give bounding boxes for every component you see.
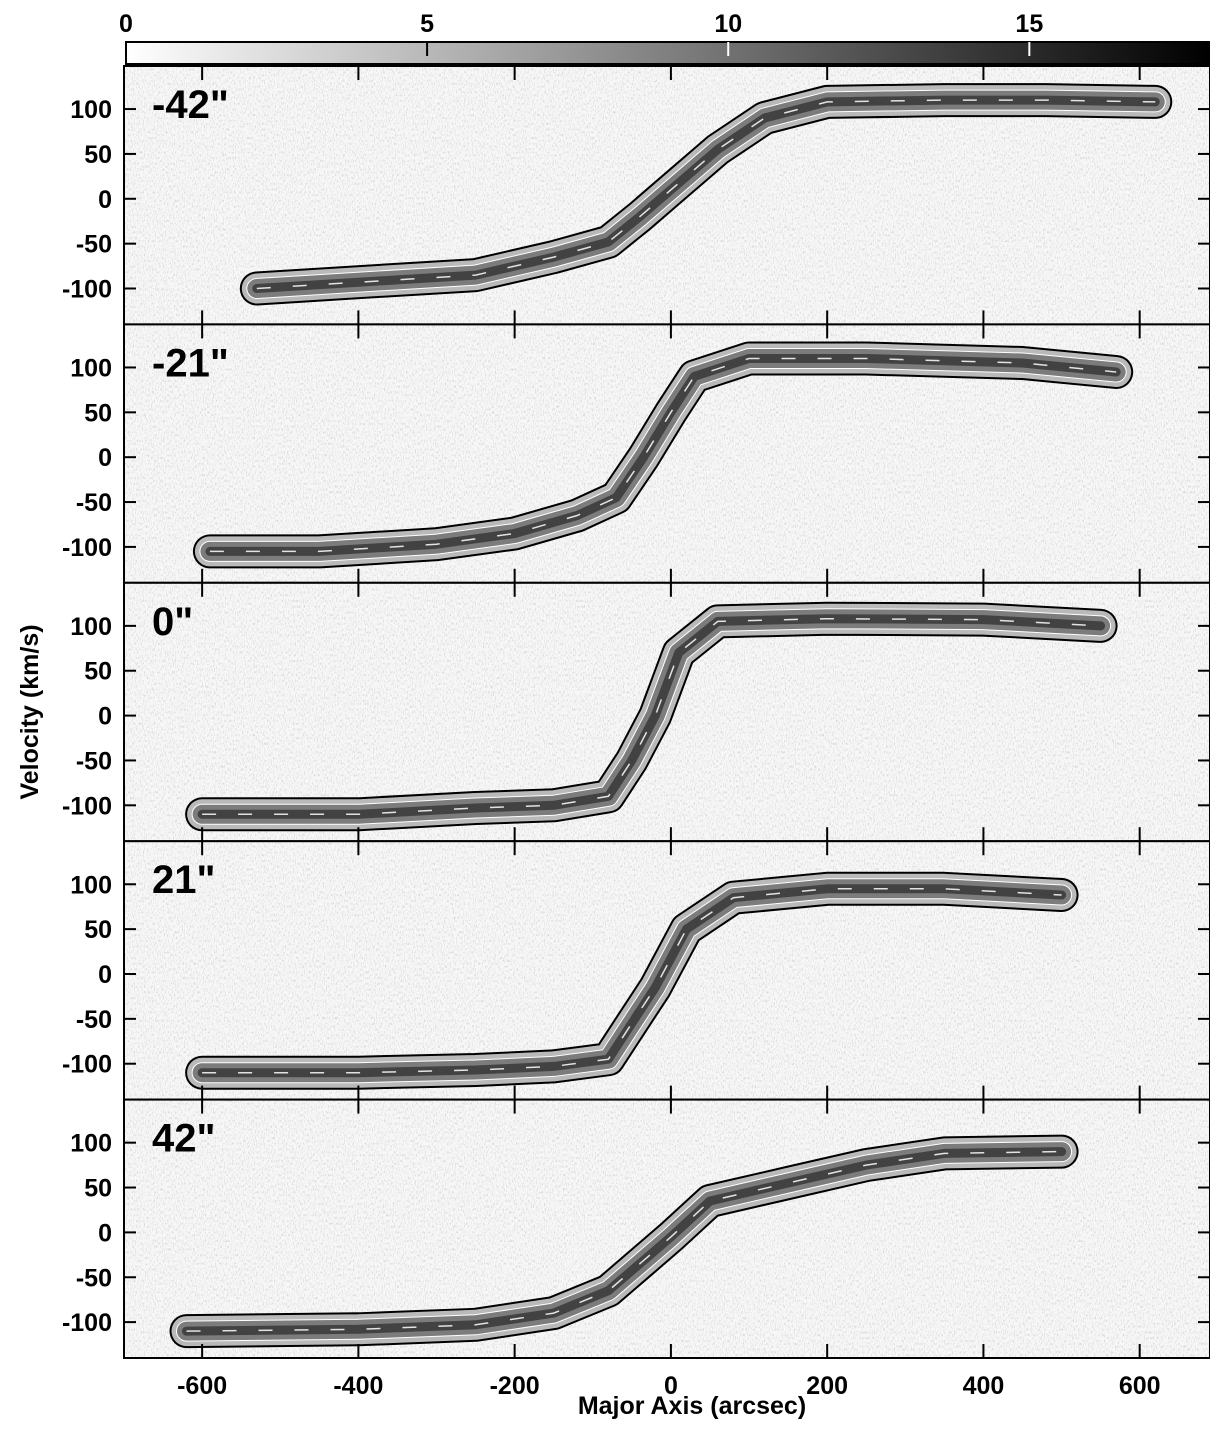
contour-core — [256, 99, 1156, 290]
contour-core — [202, 617, 1101, 816]
colorbar-tick-label: 5 — [420, 10, 434, 38]
colorbar-gradient — [125, 41, 1210, 65]
x-tick-label: 200 — [806, 1372, 848, 1400]
y-tick-label: -50 — [76, 1006, 112, 1034]
y-tick-label: 0 — [98, 703, 112, 731]
y-tick-label: 50 — [84, 399, 112, 427]
y-tick-label: 0 — [98, 1219, 112, 1247]
y-tick-label: -100 — [62, 1051, 112, 1079]
y-tick-label: 100 — [70, 871, 112, 899]
y-tick-label: 100 — [70, 354, 112, 382]
y-tick-label: -50 — [76, 747, 112, 775]
colorbar-ticks: 0 5 10 15 — [119, 10, 1043, 56]
y-tick-label: 0 — [98, 961, 112, 989]
y-tick-label: 50 — [84, 916, 112, 944]
x-tick-label: -400 — [333, 1372, 383, 1400]
y-axis-title: Velocity (km/s) — [16, 624, 44, 799]
y-tick-label: 50 — [84, 141, 112, 169]
y-tick-label: -50 — [76, 231, 112, 259]
x-tick-label: 400 — [963, 1372, 1005, 1400]
contour-core — [209, 357, 1117, 553]
panel-offset-label: -21" — [152, 341, 229, 385]
y-tick-label: 0 — [98, 444, 112, 472]
x-tick-label: 0 — [664, 1372, 678, 1400]
x-tick-label: -600 — [177, 1372, 227, 1400]
panel: 100 50 0 -50 -100 0" — [62, 581, 1210, 843]
contour-core — [202, 888, 1062, 1074]
y-tick-label: -100 — [62, 276, 112, 304]
panel-offset-label: -42" — [152, 83, 229, 127]
y-tick-label: -100 — [62, 534, 112, 562]
y-tick-label: -100 — [62, 792, 112, 820]
colorbar-tick-label: 0 — [119, 10, 133, 38]
y-tick-label: 100 — [70, 613, 112, 641]
y-tick-label: 50 — [84, 1175, 112, 1203]
panel-frame — [123, 1098, 1210, 1359]
y-tick-label: -50 — [76, 1264, 112, 1292]
x-axis-title: Major Axis (arcsec) — [578, 1392, 806, 1420]
panels: 100 50 0 -50 -100 -42" 100 50 0 -50 -100 -21" 100 50 0… — [62, 65, 1210, 1359]
emission-core — [182, 1147, 1067, 1336]
y-tick-label: 100 — [70, 96, 112, 124]
x-axis-tick-labels: -600 -400 -200 0 200 400 600 — [177, 1372, 1160, 1400]
x-tick-label: 600 — [1119, 1372, 1161, 1400]
panel-offset-label: 42" — [152, 1117, 215, 1161]
colorbar-tick-label: 15 — [1015, 10, 1043, 38]
x-tick-label: -200 — [490, 1372, 540, 1400]
panel: 100 50 0 -50 -100 -42" — [62, 65, 1210, 326]
y-tick-label: 0 — [98, 186, 112, 214]
panel: 100 50 0 -50 -100 -21" — [62, 323, 1210, 584]
y-tick-label: 100 — [70, 1130, 112, 1158]
colorbar-tick-label: 10 — [714, 10, 742, 38]
y-tick-label: 50 — [84, 658, 112, 686]
colorbar: 0 5 10 15 — [119, 10, 1210, 65]
y-tick-label: -50 — [76, 489, 112, 517]
panel: 100 50 0 -50 -100 21" — [62, 840, 1210, 1101]
y-tick-label: -100 — [62, 1309, 112, 1337]
panel: 100 50 0 -50 -100 42" — [62, 1098, 1210, 1359]
panel-offset-label: 21" — [152, 858, 215, 902]
panel-offset-label: 0" — [152, 600, 193, 644]
